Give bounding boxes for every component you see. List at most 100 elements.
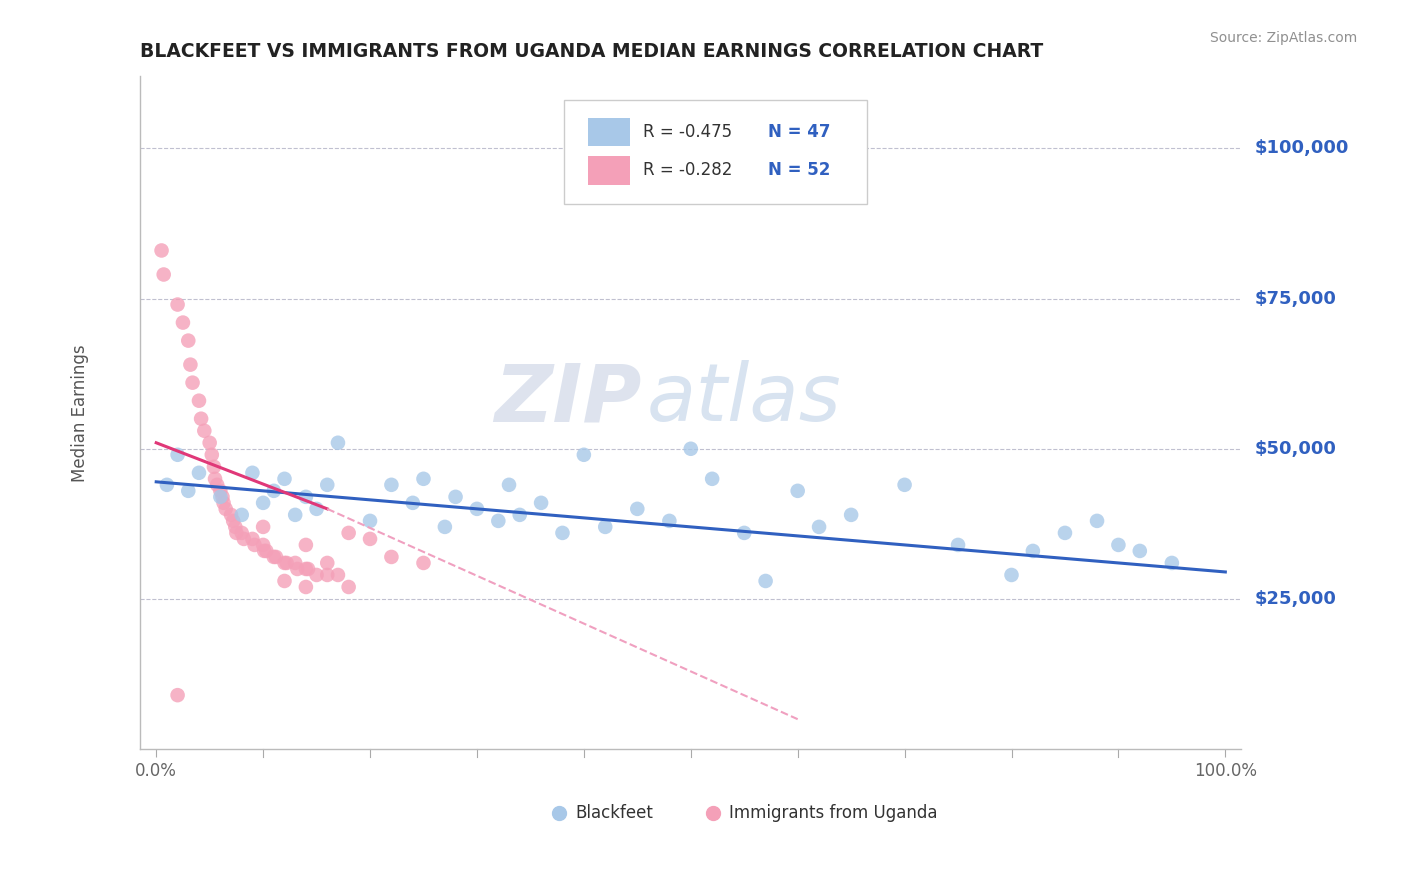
Point — [177, 483, 200, 498]
Text: R = -0.282: R = -0.282 — [644, 161, 733, 179]
Point — [231, 508, 253, 522]
Point — [380, 549, 402, 564]
Point — [273, 472, 295, 486]
Point — [273, 574, 295, 588]
Point — [337, 580, 360, 594]
Text: BLACKFEET VS IMMIGRANTS FROM UGANDA MEDIAN EARNINGS CORRELATION CHART: BLACKFEET VS IMMIGRANTS FROM UGANDA MEDI… — [141, 42, 1043, 61]
Text: N = 47: N = 47 — [768, 123, 831, 141]
Point — [156, 478, 179, 492]
Point — [181, 376, 204, 390]
Point — [295, 538, 318, 552]
Text: atlas: atlas — [647, 360, 841, 438]
Point — [231, 525, 253, 540]
Point — [359, 514, 381, 528]
Point — [177, 334, 200, 348]
Point — [1000, 568, 1022, 582]
Point — [593, 520, 616, 534]
Text: $100,000: $100,000 — [1254, 139, 1348, 157]
Text: Source: ZipAtlas.com: Source: ZipAtlas.com — [1209, 31, 1357, 45]
Point — [254, 544, 277, 558]
Point — [326, 435, 349, 450]
Point — [572, 448, 595, 462]
Point — [839, 508, 862, 522]
Point — [219, 508, 242, 522]
Point — [755, 574, 778, 588]
Text: $50,000: $50,000 — [1254, 440, 1337, 458]
Text: $75,000: $75,000 — [1254, 290, 1337, 308]
Point — [166, 297, 188, 311]
Point — [316, 478, 339, 492]
Point — [295, 562, 318, 576]
Point — [188, 393, 211, 408]
Point — [166, 448, 188, 462]
Point — [222, 514, 245, 528]
Point — [402, 496, 425, 510]
Point — [209, 483, 232, 498]
Point — [243, 538, 266, 552]
Text: $25,000: $25,000 — [1254, 590, 1337, 608]
Point — [205, 478, 228, 492]
Point — [179, 358, 201, 372]
Text: Immigrants from Uganda: Immigrants from Uganda — [730, 805, 938, 822]
Point — [679, 442, 702, 456]
Point — [305, 501, 328, 516]
Point — [295, 580, 318, 594]
Point — [316, 556, 339, 570]
Point — [215, 501, 238, 516]
Point — [172, 316, 194, 330]
Point — [465, 501, 488, 516]
Point — [252, 496, 274, 510]
Text: Median Earnings: Median Earnings — [70, 344, 89, 482]
Point — [166, 688, 188, 702]
Point — [188, 466, 211, 480]
Point — [242, 466, 264, 480]
Point — [530, 496, 553, 510]
Point — [232, 532, 254, 546]
Point — [702, 742, 724, 756]
Point — [658, 514, 681, 528]
Point — [316, 568, 339, 582]
Point — [509, 508, 531, 522]
Point — [202, 459, 225, 474]
Point — [284, 556, 307, 570]
Point — [253, 544, 276, 558]
Text: N = 52: N = 52 — [768, 161, 830, 179]
Point — [380, 478, 402, 492]
Point — [263, 549, 285, 564]
FancyBboxPatch shape — [564, 100, 868, 204]
Point — [276, 556, 298, 570]
Point — [193, 424, 215, 438]
Point — [808, 520, 831, 534]
Point — [273, 556, 295, 570]
Point — [252, 538, 274, 552]
Point — [433, 520, 456, 534]
Point — [326, 568, 349, 582]
Point — [1160, 556, 1182, 570]
Point — [1085, 514, 1108, 528]
Point — [225, 525, 247, 540]
Point — [285, 562, 308, 576]
Point — [305, 568, 328, 582]
FancyBboxPatch shape — [588, 118, 630, 146]
Point — [284, 508, 307, 522]
Point — [1107, 538, 1129, 552]
Point — [498, 478, 520, 492]
Point — [152, 268, 174, 282]
Point — [204, 472, 226, 486]
Point — [893, 478, 915, 492]
Point — [295, 490, 318, 504]
Text: Blackfeet: Blackfeet — [575, 805, 652, 822]
Point — [733, 525, 755, 540]
Text: ZIP: ZIP — [494, 360, 641, 438]
Point — [702, 472, 724, 486]
Point — [264, 549, 287, 564]
FancyBboxPatch shape — [588, 156, 630, 185]
Point — [786, 483, 808, 498]
Point — [412, 472, 434, 486]
Point — [297, 562, 319, 576]
Point — [412, 556, 434, 570]
Point — [337, 525, 360, 540]
Point — [1129, 544, 1152, 558]
Point — [211, 490, 233, 504]
Point — [224, 520, 246, 534]
